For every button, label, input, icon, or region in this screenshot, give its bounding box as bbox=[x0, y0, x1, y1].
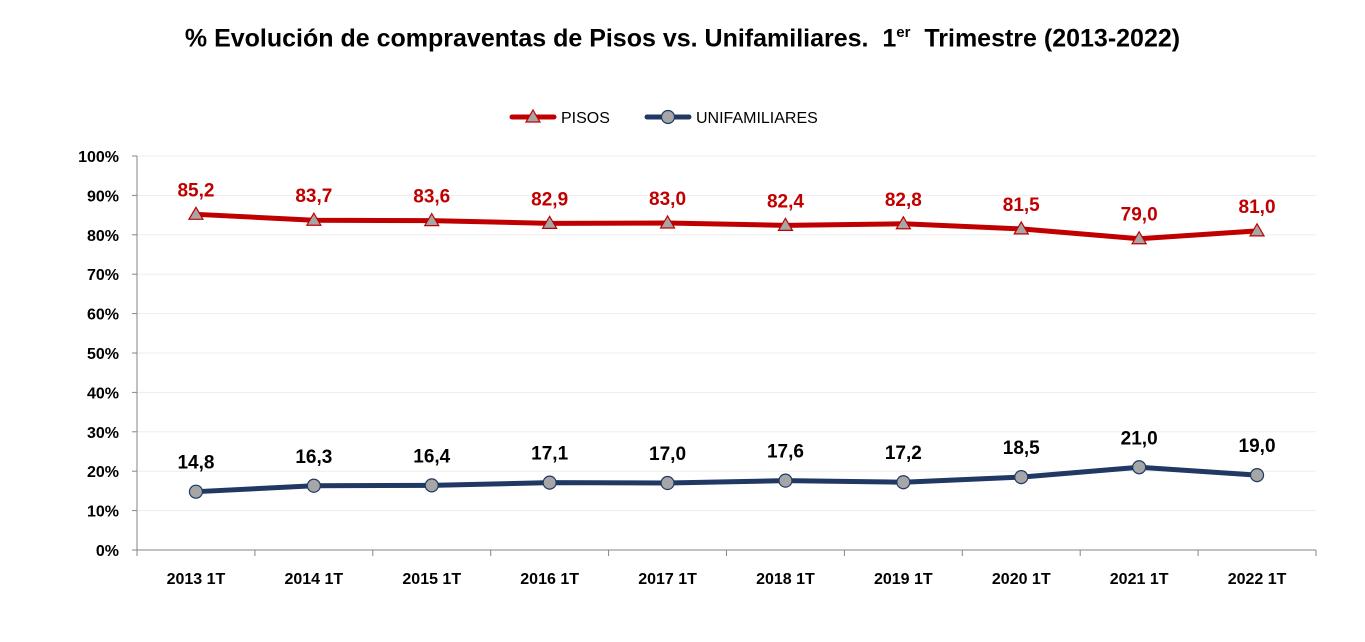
pisos-data-label: 83,0 bbox=[649, 189, 686, 210]
y-tick-label: 20% bbox=[87, 464, 119, 481]
title-end: Trimestre (2013-2022) bbox=[910, 24, 1181, 53]
unifamiliares-point bbox=[1249, 468, 1265, 483]
pisos-point bbox=[187, 206, 204, 220]
pisos-series-line bbox=[195, 211, 1258, 242]
y-tick-label: 50% bbox=[87, 346, 119, 363]
unifamiliares-point bbox=[896, 475, 911, 490]
unifamiliares-data-label: 17,6 bbox=[767, 442, 804, 463]
pisos-data-label: 81,5 bbox=[1003, 195, 1040, 216]
pisos-data-label: 82,8 bbox=[885, 190, 922, 211]
y-tick-label: 80% bbox=[87, 228, 119, 245]
x-tick-label: 2013 1T bbox=[167, 571, 226, 588]
unifamiliares-data-label: 17,0 bbox=[649, 444, 686, 465]
title-superscript: er bbox=[896, 24, 911, 41]
x-tick-label: 2018 1T bbox=[756, 571, 815, 588]
unifamiliares-point bbox=[660, 475, 675, 491]
unifamiliares-point bbox=[1014, 470, 1029, 485]
x-tick-label: 2019 1T bbox=[874, 571, 933, 588]
y-tick-label: 40% bbox=[87, 385, 119, 402]
chart-title: % Evolución de compraventas de Pisos vs.… bbox=[0, 24, 1365, 53]
x-tick-label: 2021 1T bbox=[1110, 571, 1169, 588]
x-tick-label: 2014 1T bbox=[284, 571, 343, 588]
y-tick-label: 60% bbox=[87, 307, 119, 324]
unifamiliares-data-label: 18,5 bbox=[1003, 438, 1040, 459]
x-tick-label: 2020 1T bbox=[992, 571, 1051, 588]
pisos-point bbox=[1131, 230, 1148, 245]
unifamiliares-point bbox=[778, 473, 793, 488]
unifamiliares-data-label: 17,2 bbox=[885, 443, 922, 464]
x-tick-label: 2017 1T bbox=[638, 571, 697, 588]
unifamiliares-series-line bbox=[195, 464, 1258, 495]
x-tick-label: 2015 1T bbox=[402, 571, 461, 588]
unifamiliares-point bbox=[424, 478, 439, 493]
pisos-point bbox=[895, 215, 912, 230]
title-main: % Evolución de compraventas de Pisos vs.… bbox=[184, 24, 897, 53]
pisos-data-label: 83,6 bbox=[413, 187, 450, 208]
pisos-point bbox=[1013, 220, 1030, 235]
pisos-point bbox=[1249, 222, 1266, 237]
pisos-point bbox=[305, 212, 322, 226]
legend-label-unifamiliares: UNIFAMILIARES bbox=[696, 110, 818, 127]
x-tick-label: 2016 1T bbox=[520, 571, 579, 588]
unifamiliares-data-label: 19,0 bbox=[1239, 436, 1276, 457]
pisos-data-label: 85,2 bbox=[177, 180, 214, 201]
legend-marker-unifamiliares bbox=[660, 109, 676, 125]
pisos-data-label: 83,7 bbox=[295, 186, 332, 207]
y-tick-label: 70% bbox=[87, 267, 119, 284]
unifamiliares-point bbox=[306, 478, 321, 493]
y-tick-label: 0% bbox=[96, 543, 119, 560]
unifamiliares-data-label: 21,0 bbox=[1121, 428, 1158, 449]
pisos-point bbox=[423, 212, 440, 227]
y-tick-label: 100% bbox=[78, 149, 119, 166]
unifamiliares-point bbox=[188, 484, 204, 499]
y-tick-label: 30% bbox=[87, 425, 119, 442]
pisos-data-label: 81,0 bbox=[1239, 197, 1276, 218]
unifamiliares-data-label: 17,1 bbox=[531, 444, 568, 465]
pisos-data-label: 79,0 bbox=[1121, 205, 1158, 226]
pisos-point bbox=[659, 214, 676, 229]
x-tick-label: 2022 1T bbox=[1228, 571, 1287, 588]
legend-label-pisos: PISOS bbox=[561, 110, 610, 127]
unifamiliares-data-label: 16,3 bbox=[295, 447, 332, 468]
pisos-point bbox=[541, 215, 558, 229]
y-tick-label: 10% bbox=[87, 504, 119, 521]
legend-marker-pisos bbox=[524, 108, 542, 123]
unifamiliares-point bbox=[542, 475, 557, 490]
unifamiliares-point bbox=[1132, 460, 1147, 475]
y-tick-label: 90% bbox=[87, 188, 119, 205]
unifamiliares-data-label: 14,8 bbox=[177, 453, 214, 474]
unifamiliares-data-label: 16,4 bbox=[413, 446, 450, 467]
pisos-data-label: 82,4 bbox=[767, 191, 804, 212]
pisos-point bbox=[777, 217, 794, 231]
pisos-data-label: 82,9 bbox=[531, 189, 568, 210]
